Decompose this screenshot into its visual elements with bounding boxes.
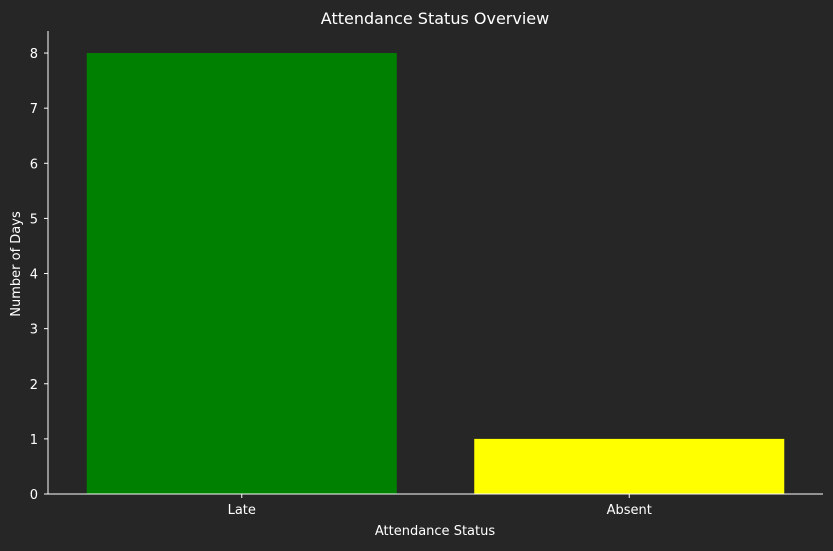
x-axis-label: Attendance Status bbox=[375, 524, 495, 539]
bars-group bbox=[86, 53, 785, 495]
y-axis-label: Number of Days bbox=[9, 211, 24, 317]
y-tick-label: 2 bbox=[30, 378, 38, 393]
x-tick-label: Late bbox=[228, 503, 256, 518]
y-tick-label: 8 bbox=[30, 47, 38, 62]
bar-late bbox=[86, 53, 397, 495]
x-tick-label: Absent bbox=[607, 503, 652, 518]
chart-title: Attendance Status Overview bbox=[321, 9, 549, 28]
y-tick-label: 3 bbox=[30, 323, 38, 338]
x-axis-ticks: Late Absent bbox=[228, 494, 652, 518]
y-tick-label: 4 bbox=[30, 268, 38, 283]
y-tick-label: 7 bbox=[30, 102, 38, 117]
bar-absent bbox=[474, 438, 785, 494]
y-tick-label: 6 bbox=[30, 157, 38, 172]
y-tick-label: 0 bbox=[30, 488, 38, 503]
y-tick-label: 5 bbox=[30, 212, 38, 227]
y-axis-ticks: 0 1 2 3 4 5 6 7 8 bbox=[30, 47, 48, 503]
y-tick-label: 1 bbox=[30, 433, 38, 448]
